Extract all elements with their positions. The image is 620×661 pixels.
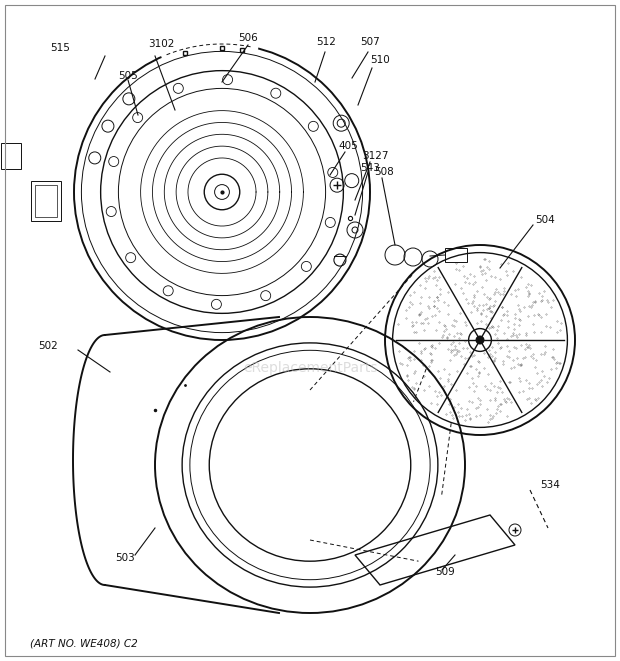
Text: 3127: 3127 <box>362 151 389 161</box>
Text: 508: 508 <box>374 167 394 177</box>
Text: eReplacementParts: eReplacementParts <box>243 361 377 375</box>
Text: 509: 509 <box>435 567 454 577</box>
Text: 510: 510 <box>370 55 390 65</box>
Circle shape <box>476 336 484 344</box>
Text: 505: 505 <box>118 71 138 81</box>
Text: 502: 502 <box>38 341 58 351</box>
Text: 515: 515 <box>50 43 70 53</box>
Text: 534: 534 <box>540 480 560 490</box>
Text: 512: 512 <box>316 37 336 47</box>
Text: 543: 543 <box>360 163 380 173</box>
Text: 503: 503 <box>115 553 135 563</box>
Text: 504: 504 <box>535 215 555 225</box>
Text: 3102: 3102 <box>148 39 174 49</box>
Text: 507: 507 <box>360 37 379 47</box>
Text: 506: 506 <box>238 33 258 43</box>
Text: 405: 405 <box>338 141 358 151</box>
Text: (ART NO. WE408) C2: (ART NO. WE408) C2 <box>30 638 138 648</box>
